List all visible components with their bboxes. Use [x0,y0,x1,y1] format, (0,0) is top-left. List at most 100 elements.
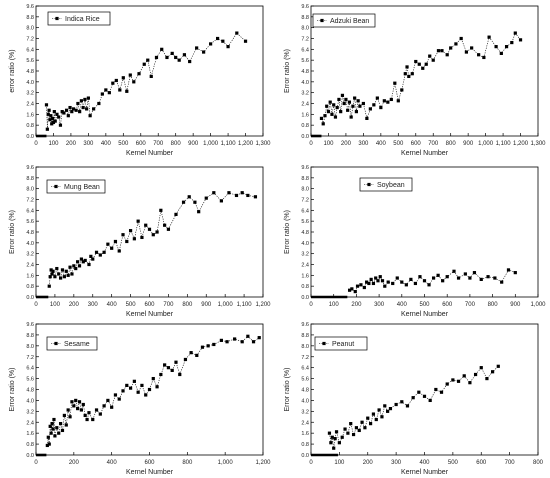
x-tick-label: 100 [329,302,340,308]
y-tick-label: 4.0 [26,398,34,404]
x-tick-label: 100 [334,460,345,466]
data-point [485,376,489,381]
x-tick-label: 900 [463,141,474,147]
data-point [155,385,159,389]
data-point [85,107,89,111]
chart-panel-3: 0 100 200 300 400 500 600 700 800 900 1,000 1,100 1,… [9,165,271,318]
data-point [181,200,186,204]
data-point [468,276,472,280]
y-tick-label: 6.4 [301,47,309,53]
data-point [487,35,491,39]
data-point [57,115,61,119]
data-point [68,265,72,269]
x-tick-label: 700 [465,302,476,308]
data-point [350,287,354,291]
data-point [340,93,345,97]
data-point [418,275,422,279]
x-tick-label: 600 [144,460,155,466]
data-point [400,400,404,404]
data-point [71,107,76,111]
data-point [70,400,74,404]
data-point [111,81,115,85]
data-point [183,357,188,362]
y-tick-label: 8.8 [26,15,34,21]
y-tick-label: 8.8 [301,176,309,182]
data-point [174,212,178,216]
y-tick-label: 8.0 [26,344,34,350]
y-tick-label: 5.6 [301,219,309,225]
data-point [53,119,57,123]
data-point [83,413,87,418]
data-point [470,46,474,50]
data-point [347,288,352,292]
data-point [219,199,223,203]
x-tick-label: 200 [363,460,374,466]
data-point [64,108,69,112]
x-tick-label: 800 [182,302,193,308]
data-point [117,249,121,253]
x-tick-label: 1,200 [255,302,271,308]
y-tick-label: 7.2 [26,37,34,43]
data-point [351,104,355,108]
data-point [44,103,49,107]
data-point [417,390,421,394]
y-tick-label: 9.6 [26,165,34,171]
data-point [79,408,83,412]
data-point [422,279,427,283]
y-tick-label: 1.6 [301,431,309,437]
data-point [333,115,338,119]
data-point [424,62,428,66]
data-point [182,53,187,57]
data-point [193,200,197,204]
data-point [81,260,85,264]
data-point [349,115,353,119]
y-axis-label: Error ratio (%) [9,368,16,412]
data-point [486,275,490,279]
data-point [339,110,343,114]
x-tick-label: 800 [488,302,499,308]
data-point [113,239,118,244]
data-point [422,394,427,398]
x-axis-label: Kernel Number [401,150,449,157]
data-point [45,127,49,131]
y-tick-label: 6.4 [301,208,309,214]
data-point [204,196,208,200]
data-point [149,74,153,79]
data-point [368,107,372,111]
data-point [51,269,55,273]
data-point [68,105,72,110]
data-point [404,283,408,287]
x-tick-label: 300 [374,302,385,308]
x-tick-label: 500 [419,302,430,308]
x-tick-label: 300 [83,141,94,147]
data-point [400,88,404,92]
y-tick-label: 4.8 [301,230,309,236]
data-point [329,441,333,445]
data-point [47,284,51,288]
data-point [240,340,244,344]
data-point [233,337,237,341]
chart-panel-4: 0 100 200 300 400 500 600 700 800 900 1,000 0.0 0.8 1… [284,165,546,318]
y-tick-label: 9.6 [301,322,309,328]
y-tick-label: 2.4 [26,263,34,269]
x-tick-label: 0 [309,460,313,466]
y-tick-label: 5.6 [26,377,34,383]
data-point [357,428,361,433]
series-line [349,269,516,293]
data-point [445,275,449,279]
data-point [496,364,500,368]
data-point [72,404,76,408]
data-point [206,344,210,348]
data-point [436,49,441,53]
data-point [114,78,118,83]
data-point [386,280,390,284]
data-point [371,281,376,286]
y-tick-label: 9.6 [26,4,34,10]
data-point [335,105,339,110]
data-point [98,412,102,416]
y-tick-label: 3.2 [301,409,309,415]
data-point [50,116,55,120]
data-point [102,404,106,408]
y-tick-label: 7.2 [301,198,309,204]
y-tick-label: 1.6 [26,112,34,118]
